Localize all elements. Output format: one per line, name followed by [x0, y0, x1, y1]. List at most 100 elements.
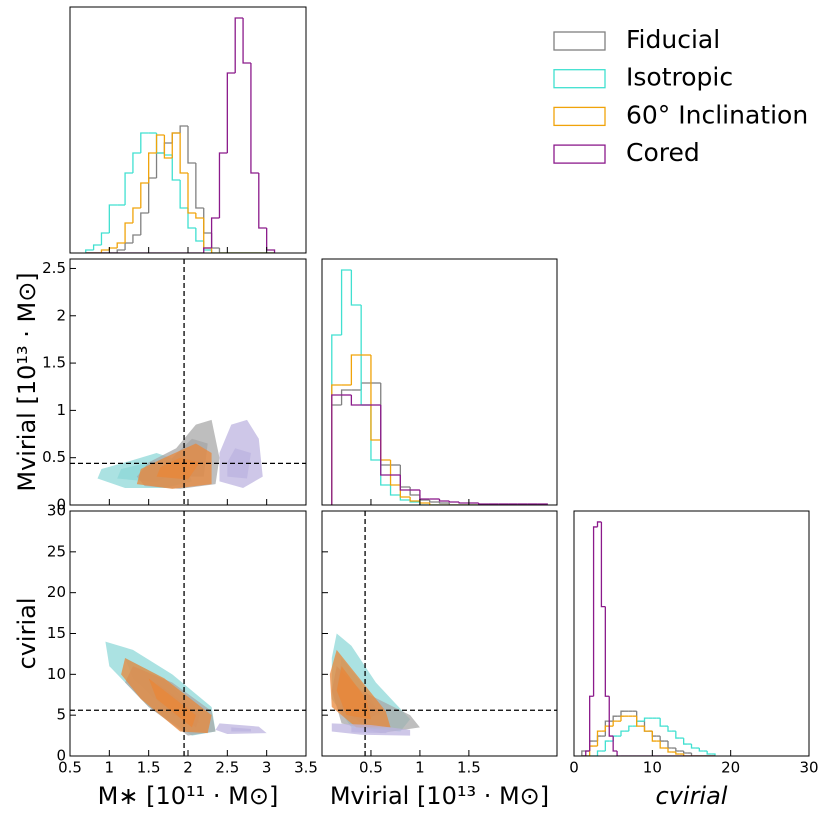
legend-swatch	[553, 69, 606, 89]
hist-step	[667, 726, 672, 732]
hist-step	[163, 135, 173, 159]
legend-label: Fiducial	[626, 25, 720, 54]
hist-step	[419, 501, 430, 504]
hist-step	[155, 152, 165, 178]
hist-step	[620, 715, 625, 722]
hist-step	[195, 228, 204, 242]
plot-area	[70, 511, 306, 756]
hist-step	[592, 526, 598, 697]
hist-step	[187, 208, 196, 229]
hist-step	[340, 269, 352, 335]
y-tick-label: 1.5	[42, 354, 66, 372]
hist-step	[604, 606, 610, 697]
hist-step	[596, 730, 602, 747]
contour-level	[351, 727, 391, 734]
x-tick-label: 1	[105, 759, 115, 777]
hist-step	[218, 248, 228, 253]
plot-area	[85, 17, 276, 253]
hist-step	[108, 247, 118, 250]
hist-step	[171, 155, 181, 181]
panel-frame	[321, 258, 558, 506]
x-tick-label: 30	[799, 759, 818, 777]
hist-step	[132, 234, 141, 243]
panel: 0.5 1 1.5 Mvirial [10¹³ · M⊙]	[321, 510, 558, 810]
hist-step	[100, 249, 110, 253]
y-tick-label: 2	[56, 306, 66, 324]
y-axis-label: cvirial	[13, 598, 41, 670]
x-tick-label: 10	[643, 759, 662, 777]
hist-step	[675, 748, 680, 752]
hist-step	[210, 217, 220, 248]
panel	[321, 258, 558, 506]
plot-area	[322, 511, 557, 756]
hist-step	[711, 753, 716, 756]
hist-step	[179, 125, 188, 133]
hist-step	[116, 249, 126, 253]
hist-step	[419, 490, 430, 500]
hist-step	[179, 133, 188, 174]
x-tick-label: 1.5	[137, 759, 161, 777]
hist-step	[203, 208, 212, 234]
hist-step	[140, 182, 149, 208]
hist-step	[409, 487, 420, 496]
hist-step	[210, 233, 220, 249]
hist-step	[124, 242, 133, 250]
hist-step	[448, 503, 460, 505]
x-tick-label: 1.5	[457, 759, 481, 777]
hist-step	[596, 521, 602, 527]
hist-step	[636, 716, 641, 727]
x-axis-label: M∗ [10¹¹ · M⊙]	[98, 782, 279, 810]
y-tick-label: 30	[47, 502, 66, 520]
legend-swatch	[553, 144, 606, 164]
hist-step	[140, 212, 149, 235]
hist-step	[148, 152, 157, 183]
y-tick-label: 5	[56, 706, 66, 724]
hist-step	[620, 730, 625, 737]
hist-step	[234, 17, 244, 73]
hist-step	[360, 382, 371, 390]
hist-step	[698, 748, 704, 752]
hist-step	[429, 503, 440, 505]
x-tick-label: 2.5	[215, 759, 239, 777]
legend-swatch	[553, 31, 606, 51]
hist-step	[659, 741, 665, 749]
contour-level	[231, 727, 251, 732]
hist-step	[155, 134, 165, 153]
legend-label: Isotropic	[626, 63, 733, 92]
hist-step	[612, 720, 618, 727]
hist-step	[171, 132, 181, 143]
hist-step	[92, 244, 102, 250]
hist-step	[643, 717, 649, 722]
hist-step	[616, 751, 621, 756]
contour-level	[336, 666, 371, 720]
plot-area	[331, 269, 548, 505]
hist-step	[266, 228, 276, 253]
hist-step	[380, 383, 391, 466]
y-tick-label: 0	[56, 496, 66, 514]
hist-step	[124, 222, 133, 243]
hist-step	[380, 440, 391, 461]
panel	[69, 6, 307, 254]
hist-step	[675, 752, 680, 755]
hist-step	[581, 750, 586, 756]
hist-step	[628, 725, 633, 732]
x-tick-label: 2	[183, 759, 193, 777]
panel: 0 10 20 30 cvirial	[569, 510, 819, 810]
hist-step	[690, 753, 696, 756]
x-axis-label: Mvirial [10¹³ · M⊙]	[330, 782, 549, 810]
y-tick-label: 1	[56, 401, 66, 419]
y-tick-label: 0.5	[42, 448, 66, 466]
hist-step	[429, 500, 440, 503]
hist-step	[242, 18, 251, 64]
hist-step	[331, 394, 342, 505]
hist-step	[620, 710, 625, 717]
y-tick-label: 0	[56, 747, 66, 765]
legend-label: Cored	[626, 138, 700, 167]
hist-step	[612, 736, 618, 752]
plot-area	[70, 259, 306, 505]
hist-step	[380, 405, 391, 476]
hist-step	[108, 204, 118, 233]
hist-step	[124, 172, 133, 205]
hist-step	[683, 738, 688, 745]
hist-step	[132, 152, 141, 173]
